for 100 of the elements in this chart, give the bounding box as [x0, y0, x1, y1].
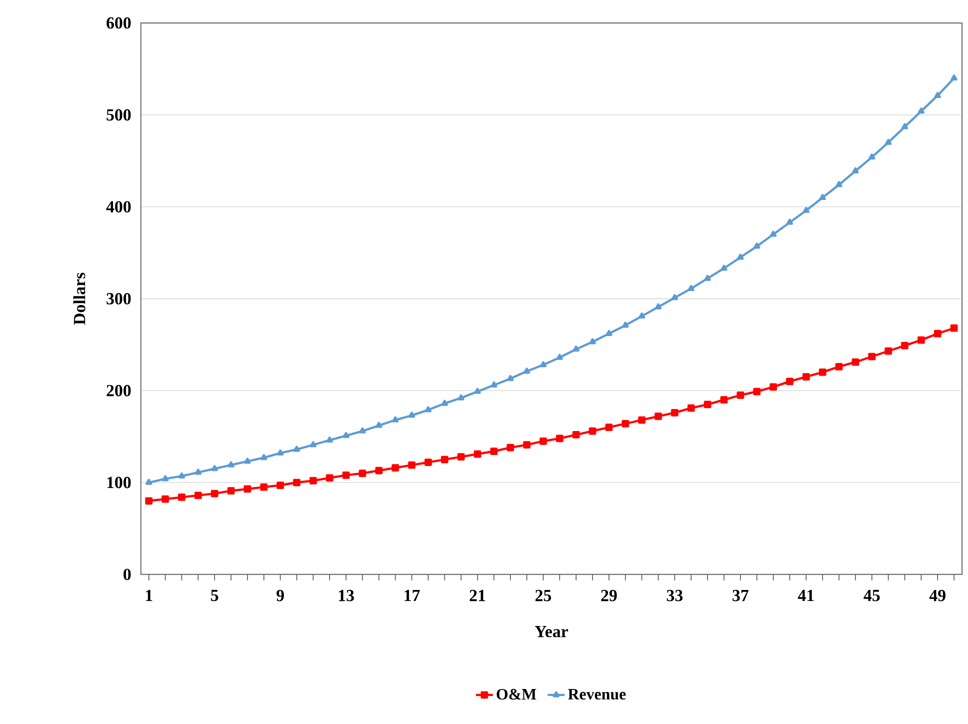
- point: [950, 324, 958, 332]
- point: [359, 427, 366, 434]
- point: [638, 416, 646, 424]
- point: [654, 412, 662, 420]
- point: [441, 400, 448, 406]
- point: [556, 434, 564, 442]
- point: [276, 481, 284, 489]
- point: [818, 368, 826, 376]
- point: [392, 416, 399, 422]
- point: [934, 92, 941, 98]
- x-tick-label: 5: [211, 590, 218, 601]
- point: [556, 354, 563, 360]
- point: [884, 347, 892, 355]
- point: [244, 458, 251, 464]
- y-tick-label: 300: [106, 292, 131, 304]
- point: [754, 242, 760, 249]
- x-tick-label: 33: [666, 590, 683, 602]
- point: [408, 461, 416, 469]
- point: [392, 464, 400, 472]
- point: [704, 400, 712, 408]
- point: [474, 450, 482, 458]
- point: [375, 466, 383, 474]
- point: [868, 352, 876, 360]
- point: [310, 441, 317, 448]
- point: [671, 294, 678, 300]
- point: [934, 330, 942, 338]
- point: [490, 447, 498, 455]
- point: [342, 432, 350, 438]
- point: [424, 458, 432, 466]
- y-tick-label: 500: [106, 109, 131, 120]
- point: [162, 495, 169, 503]
- point: [786, 218, 794, 225]
- point: [376, 422, 382, 428]
- point: [506, 444, 514, 452]
- x-tick-label: 1: [146, 590, 152, 601]
- point: [178, 472, 186, 478]
- x-tick-label: 41: [798, 590, 814, 601]
- x-tick-label: 17: [404, 590, 420, 601]
- x-tick-label: 37: [732, 590, 748, 602]
- point: [753, 388, 761, 396]
- point: [309, 476, 317, 484]
- point: [770, 383, 777, 390]
- point: [523, 367, 530, 374]
- point: [440, 456, 448, 464]
- point: [918, 107, 925, 114]
- point: [737, 254, 744, 260]
- point: [146, 478, 152, 485]
- point: [293, 446, 300, 452]
- point: [326, 474, 334, 482]
- point: [408, 412, 416, 418]
- y-tick-label: 200: [106, 384, 131, 396]
- point: [276, 449, 284, 456]
- point: [194, 468, 202, 475]
- x-tick-label: 29: [601, 590, 617, 602]
- point: [786, 378, 794, 385]
- y-tick-label: 600: [106, 17, 131, 29]
- point: [490, 381, 498, 388]
- point: [342, 471, 350, 479]
- y-tick-label: 100: [107, 476, 131, 488]
- x-tick-label: 49: [929, 590, 946, 602]
- point: [326, 436, 333, 442]
- point: [638, 312, 646, 318]
- x-axis-title: Year: [534, 626, 568, 638]
- point: [918, 336, 925, 344]
- point: [358, 470, 366, 477]
- point: [819, 194, 826, 200]
- point: [227, 486, 235, 494]
- point: [457, 452, 465, 460]
- point: [194, 492, 202, 499]
- point: [688, 284, 694, 291]
- point: [852, 167, 859, 174]
- point: [162, 475, 169, 482]
- point: [260, 454, 268, 460]
- point: [770, 230, 777, 237]
- point: [178, 493, 186, 501]
- point: [424, 406, 432, 412]
- y-tick-label: 0: [124, 568, 131, 580]
- point: [540, 437, 547, 445]
- point: [622, 322, 629, 328]
- point: [687, 404, 695, 412]
- point: [901, 342, 908, 350]
- point: [210, 490, 218, 498]
- point: [835, 362, 843, 370]
- point: [868, 153, 876, 160]
- y-axis-title: Dollars: [73, 272, 86, 325]
- point: [704, 274, 711, 281]
- point: [720, 396, 728, 404]
- point: [950, 74, 958, 80]
- point: [572, 430, 580, 438]
- point: [622, 420, 630, 428]
- point: [736, 391, 744, 399]
- point: [671, 408, 678, 416]
- point: [589, 338, 596, 344]
- point: [228, 461, 234, 468]
- point: [260, 483, 268, 491]
- point: [884, 138, 892, 145]
- point: [474, 388, 481, 394]
- point: [507, 374, 514, 381]
- point: [540, 361, 547, 368]
- point: [572, 345, 580, 352]
